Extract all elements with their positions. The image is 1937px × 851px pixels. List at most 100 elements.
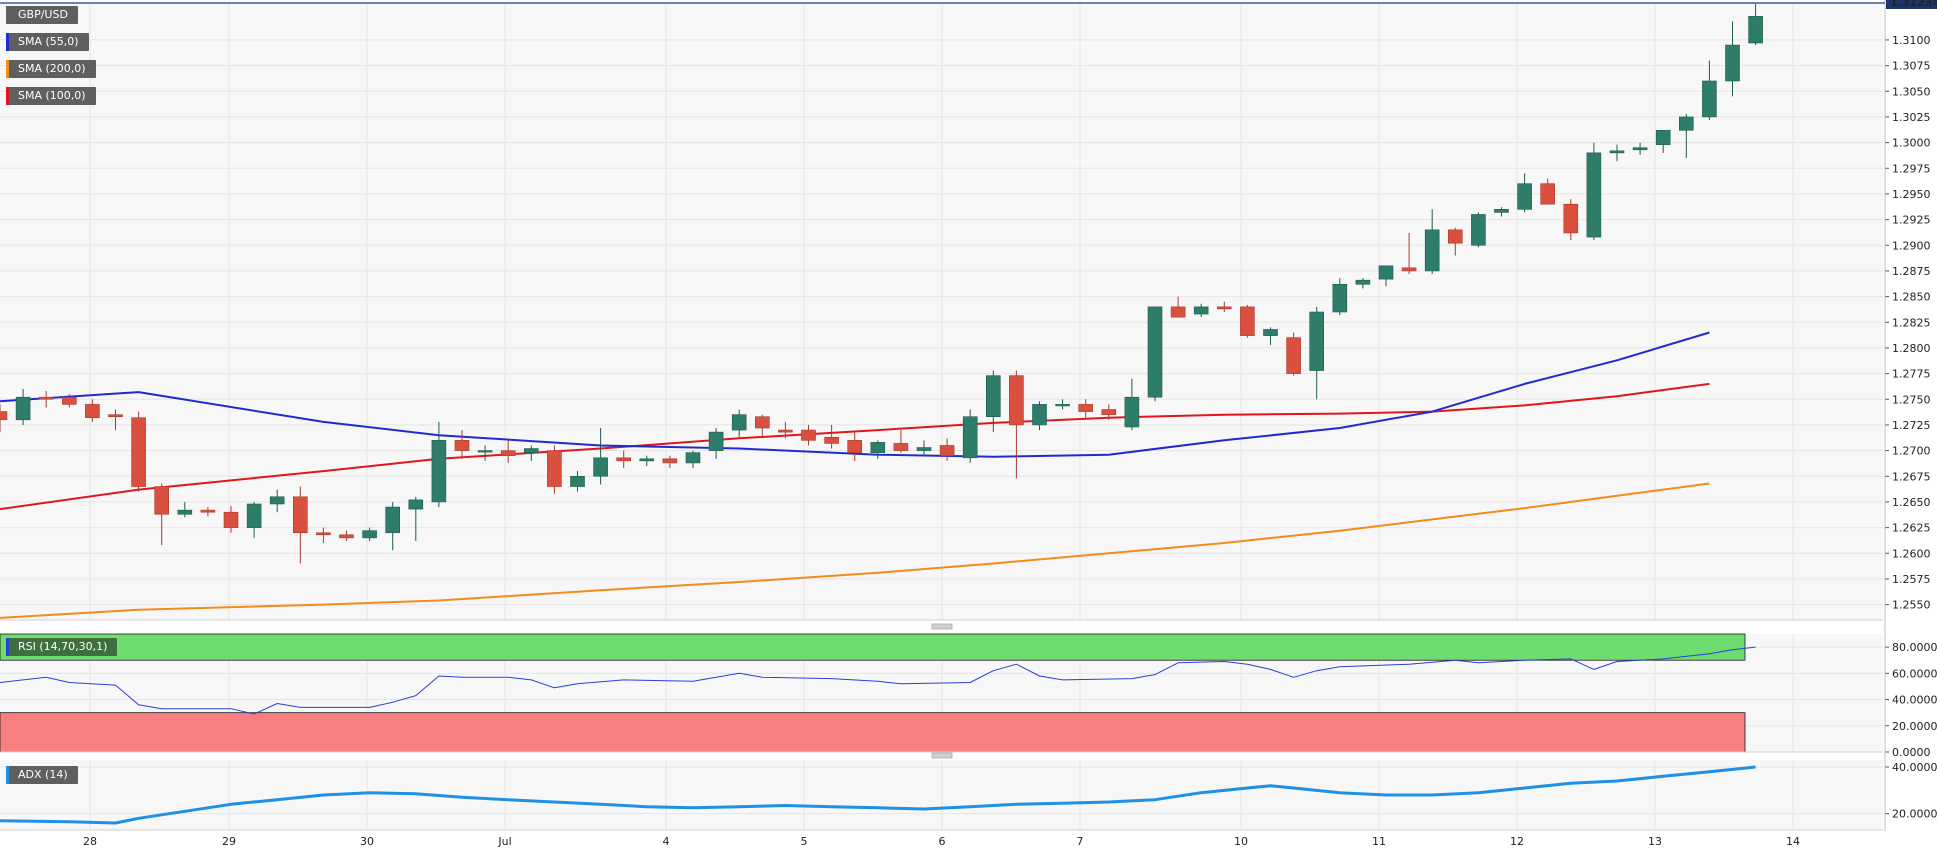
rsi-tick-label: 60.0000 xyxy=(1892,667,1937,680)
sma100-badge[interactable]: SMA (100,0) xyxy=(6,87,96,105)
adx-tick-label: 20.0000 xyxy=(1892,808,1937,821)
candle xyxy=(38,391,54,408)
price-tick-label: 1.2650 xyxy=(1892,496,1931,509)
candle-body xyxy=(246,503,262,528)
adx-tick-label: 40.0000 xyxy=(1892,761,1937,774)
candle-body xyxy=(1609,150,1625,154)
candle-body xyxy=(801,429,816,441)
candle xyxy=(824,424,839,449)
candle xyxy=(939,438,955,461)
candle xyxy=(1702,60,1717,121)
candle xyxy=(1540,178,1555,205)
candle-body xyxy=(1170,306,1186,318)
candle-body xyxy=(1217,306,1232,310)
candle xyxy=(754,414,770,439)
symbol-badge[interactable]: GBP/USD xyxy=(6,6,78,24)
candle xyxy=(1517,173,1532,213)
candle-body xyxy=(593,457,608,477)
candle-body xyxy=(408,499,424,510)
candle-body xyxy=(454,440,470,451)
candle-body xyxy=(477,450,493,453)
candle-body xyxy=(847,440,863,453)
candle-body xyxy=(1401,267,1417,272)
candle xyxy=(1679,113,1694,158)
candle-body xyxy=(431,440,447,503)
candle-body xyxy=(985,375,1001,418)
x-tick-label: 12 xyxy=(1510,835,1524,848)
candle-body xyxy=(1632,147,1648,151)
candle-body xyxy=(639,458,655,462)
candle-body xyxy=(547,450,562,487)
candle xyxy=(1609,144,1625,162)
candle xyxy=(731,409,747,438)
candle-body xyxy=(362,530,377,539)
sma55-badge-marker xyxy=(6,33,9,51)
candle xyxy=(1471,212,1486,248)
candle-body xyxy=(1147,306,1163,398)
candle-body xyxy=(523,448,539,453)
rsi-oversold-band xyxy=(0,712,1746,753)
adx-line xyxy=(0,765,1756,825)
candle-body xyxy=(1540,183,1555,205)
candle xyxy=(1632,142,1648,155)
candle-body xyxy=(1124,396,1140,428)
candle-body xyxy=(1563,203,1579,234)
candle xyxy=(1655,129,1671,153)
price-tick-label: 1.2675 xyxy=(1892,470,1931,483)
candle-body xyxy=(1055,404,1070,407)
candle xyxy=(269,489,285,513)
sma200-line xyxy=(0,482,1710,619)
candle xyxy=(1124,378,1140,431)
candle-body xyxy=(1494,209,1509,213)
price-tick-label: 1.2950 xyxy=(1892,188,1931,201)
sma200-badge[interactable]: SMA (200,0) xyxy=(6,60,96,78)
candle xyxy=(1309,306,1324,400)
candle xyxy=(985,370,1001,433)
candle xyxy=(431,421,447,508)
candle-body xyxy=(1517,183,1532,210)
candle xyxy=(1355,278,1371,289)
x-tick-label: 11 xyxy=(1372,835,1386,848)
candle-body xyxy=(316,532,331,536)
candle xyxy=(454,430,470,459)
candle xyxy=(523,445,539,461)
symbol-badge-marker xyxy=(6,6,9,24)
adx-badge-marker xyxy=(6,766,9,784)
candle xyxy=(801,424,816,446)
sma55-badge[interactable]: SMA (55,0) xyxy=(6,33,89,51)
candle-body xyxy=(1332,283,1348,313)
candle xyxy=(1032,401,1047,431)
rsi-tick-label: 0.0000 xyxy=(1892,746,1931,759)
candle xyxy=(500,440,516,463)
candle xyxy=(246,501,262,538)
candle xyxy=(1055,399,1070,410)
rsi-line xyxy=(0,646,1756,715)
candle xyxy=(1078,399,1093,418)
rsi-badge[interactable]: RSI (14,70,30,1) xyxy=(6,638,118,656)
price-tick-label: 1.2975 xyxy=(1892,162,1931,175)
x-tick-label: 5 xyxy=(801,835,808,848)
candle-body xyxy=(731,414,747,431)
x-tick-label: 7 xyxy=(1077,835,1084,848)
candle-body xyxy=(1193,306,1209,315)
candle xyxy=(662,455,678,469)
sma200-label: SMA (200,0) xyxy=(18,62,86,75)
candle-body xyxy=(61,396,77,405)
adx-badge[interactable]: ADX (14) xyxy=(6,766,78,784)
candle-body xyxy=(1009,375,1024,426)
candle xyxy=(616,450,632,469)
x-tick-label: 13 xyxy=(1648,835,1662,848)
x-tick-label: 28 xyxy=(83,835,97,848)
candle-body xyxy=(131,417,146,487)
x-tick-label: 6 xyxy=(939,835,946,848)
pane-resize-handle xyxy=(931,623,953,630)
price-tick-label: 1.2700 xyxy=(1892,445,1931,458)
candle xyxy=(385,501,401,551)
price-tick-label: 1.2825 xyxy=(1892,316,1931,329)
price-tick-label: 1.2725 xyxy=(1892,419,1931,432)
candle-body xyxy=(754,416,770,429)
price-tick-label: 1.2775 xyxy=(1892,368,1931,381)
